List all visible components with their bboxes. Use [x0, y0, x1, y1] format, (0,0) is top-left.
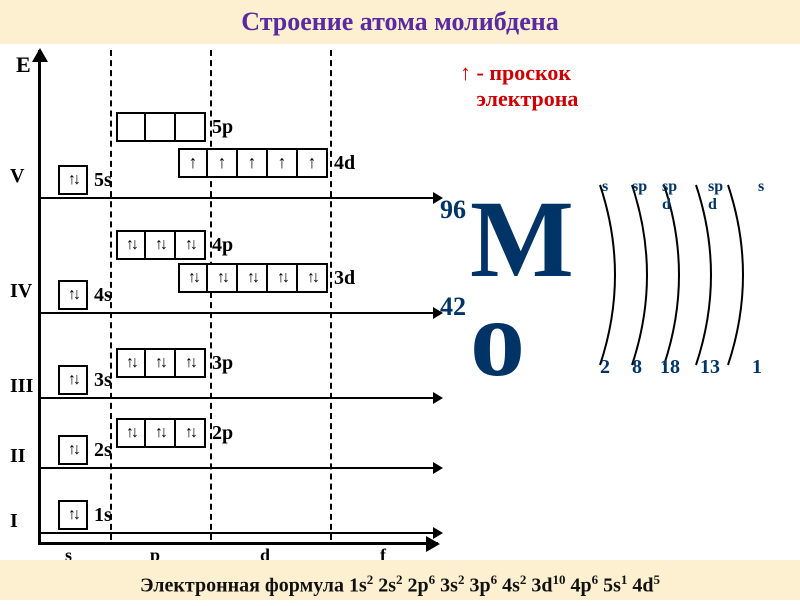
shell-electron-count: 18 — [660, 358, 680, 376]
legend-electron-jump: ↑ - проскок электрона — [460, 60, 578, 112]
up-arrow-icon: ↑ — [460, 60, 471, 85]
page-title: Строение атома молибдена — [0, 0, 800, 44]
shell-sublevel-label: spd — [662, 178, 677, 214]
orbital-3p: ↑↓↑↓↑↓3p — [116, 348, 233, 378]
energy-level-label: III — [10, 375, 33, 398]
orbital-label: 4s — [94, 284, 112, 307]
x-axis — [38, 542, 438, 545]
orbital-4d: 4d — [178, 148, 355, 178]
orbital-box: ↑↓ — [238, 263, 268, 293]
legend-text: - проскок — [477, 60, 572, 85]
orbital-box — [176, 112, 206, 142]
shell-sublevel-label: spd — [708, 178, 723, 214]
shell-sublevel-label: s — [758, 178, 764, 196]
shell-electron-count: 2 — [600, 358, 610, 376]
energy-level-label: I — [10, 510, 18, 533]
orbital-label: 3s — [94, 369, 112, 392]
orbital-box: ↑↓ — [208, 263, 238, 293]
orbital-label: 5p — [212, 116, 233, 139]
orbital-box: ↑↓ — [116, 230, 146, 260]
orbital-box: ↑↓ — [58, 365, 88, 395]
orbital-box: ↑↓ — [268, 263, 298, 293]
y-axis-label: E — [16, 52, 31, 78]
orbital-box — [268, 148, 298, 178]
orbital-box — [238, 148, 268, 178]
energy-level-label: IV — [10, 280, 32, 303]
orbital-label: 5s — [94, 169, 112, 192]
element-symbol: Мо — [470, 190, 574, 388]
orbital-box: ↑↓ — [146, 418, 176, 448]
shell-line — [41, 467, 441, 469]
orbital-2s: ↑↓ 2s — [58, 435, 112, 465]
orbital-box: ↑↓ — [58, 280, 88, 310]
shell-arcs — [590, 175, 790, 375]
orbital-box: ↑↓ — [116, 418, 146, 448]
y-axis — [38, 50, 41, 545]
energy-level-label: II — [10, 445, 26, 468]
orbital-4p: ↑↓↑↓↑↓4p — [116, 230, 233, 260]
shell-line — [41, 197, 441, 199]
shell-sublevel-label: s — [602, 178, 608, 196]
orbital-3s: ↑↓ 3s — [58, 365, 112, 395]
orbital-box: ↑↓ — [178, 263, 208, 293]
shell-line — [41, 312, 441, 314]
orbital-label: 4p — [212, 234, 233, 257]
orbital-box: ↑↓ — [146, 230, 176, 260]
orbital-label: 4d — [334, 152, 355, 175]
orbital-box: ↑↓ — [176, 418, 206, 448]
shell-electron-count: 8 — [632, 358, 642, 376]
orbital-5p: 5p — [116, 112, 233, 142]
orbital-4s: ↑↓ 4s — [58, 280, 112, 310]
orbital-label: 3p — [212, 352, 233, 375]
orbital-box: ↑↓ — [146, 348, 176, 378]
orbital-box — [178, 148, 208, 178]
orbital-box — [146, 112, 176, 142]
orbital-box: ↑↓ — [298, 263, 328, 293]
orbital-5s: ↑↓ 5s — [58, 165, 112, 195]
orbital-box: ↑↓ — [58, 165, 88, 195]
energy-level-label: V — [10, 165, 24, 188]
orbital-1s: ↑↓ 1s — [58, 500, 112, 530]
orbital-box: ↑↓ — [176, 348, 206, 378]
legend-text-2: электрона — [477, 86, 579, 111]
orbital-label: 3d — [334, 267, 355, 290]
energy-diagram: E spdf IIIIIIIVV ↑↓1s↑↓2s↑↓↑↓↑↓2p↑↓3s↑↓↑… — [10, 50, 440, 560]
orbital-box — [116, 112, 146, 142]
shell-sublevel-label: sp — [632, 178, 647, 196]
shell-line — [41, 532, 441, 534]
orbital-box: ↑↓ — [58, 435, 88, 465]
orbital-2p: ↑↓↑↓↑↓2p — [116, 418, 233, 448]
shell-electron-count: 1 — [752, 358, 762, 376]
orbital-box: ↑↓ — [116, 348, 146, 378]
orbital-label: 2p — [212, 422, 233, 445]
orbital-label: 1s — [94, 504, 112, 527]
orbital-box — [208, 148, 238, 178]
mass-number: 96 — [440, 195, 466, 225]
shell-line — [41, 397, 441, 399]
orbital-label: 2s — [94, 439, 112, 462]
orbital-box — [298, 148, 328, 178]
orbital-box: ↑↓ — [58, 500, 88, 530]
atomic-number: 42 — [440, 295, 466, 318]
orbital-box: ↑↓ — [176, 230, 206, 260]
shell-electron-count: 13 — [700, 358, 720, 376]
orbital-3d: ↑↓↑↓↑↓↑↓↑↓3d — [178, 263, 355, 293]
electron-formula: Электронная формула 1s2 2s2 2p6 3s2 3p6 … — [0, 560, 800, 600]
